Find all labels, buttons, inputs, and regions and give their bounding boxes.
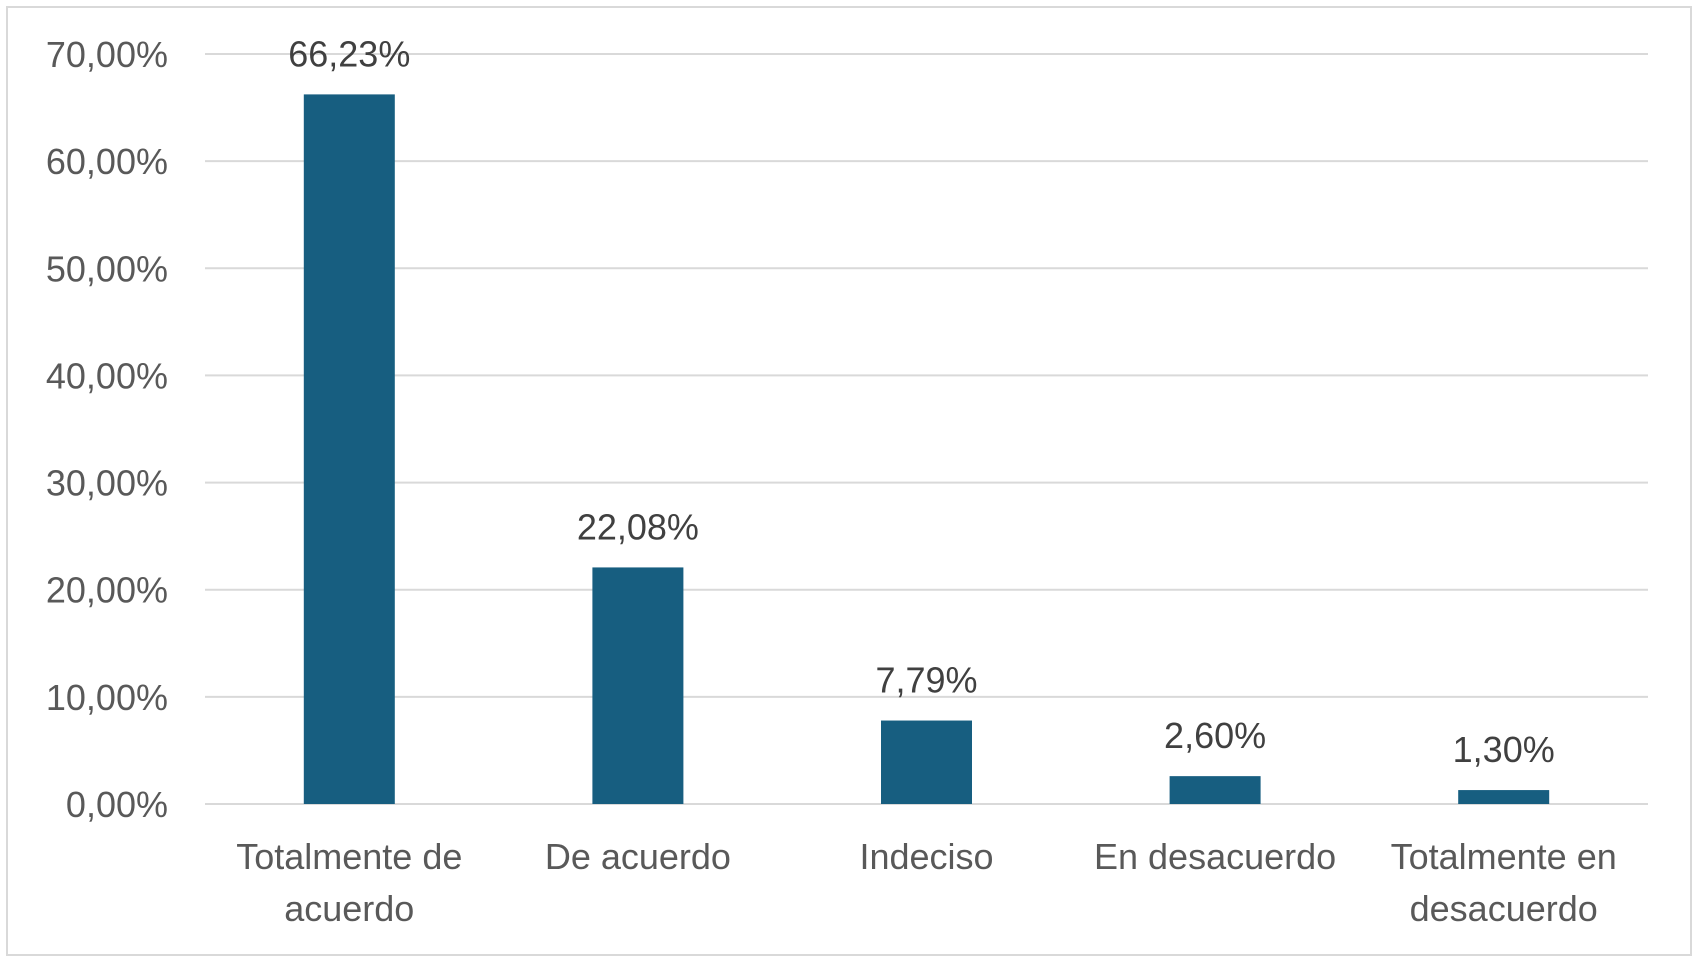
chart-frame bbox=[6, 6, 1692, 956]
x-category-label: Totalmente en bbox=[1391, 836, 1617, 877]
x-category-label: Totalmente de bbox=[236, 836, 462, 877]
y-tick-label: 70,00% bbox=[46, 34, 168, 75]
x-category-label: acuerdo bbox=[284, 888, 414, 929]
data-label: 7,79% bbox=[875, 660, 977, 701]
y-tick-label: 10,00% bbox=[46, 677, 168, 718]
x-category-label: desacuerdo bbox=[1410, 888, 1598, 929]
data-label: 66,23% bbox=[288, 33, 410, 74]
x-category-label: Indeciso bbox=[859, 836, 993, 877]
data-label: 2,60% bbox=[1164, 715, 1266, 756]
y-tick-label: 40,00% bbox=[46, 355, 168, 396]
bar bbox=[881, 720, 972, 804]
data-label: 22,08% bbox=[577, 506, 699, 547]
x-category-label: En desacuerdo bbox=[1094, 836, 1336, 877]
y-tick-label: 50,00% bbox=[46, 248, 168, 289]
data-label: 1,30% bbox=[1453, 729, 1555, 770]
bar bbox=[1169, 776, 1261, 804]
x-category-label: De acuerdo bbox=[545, 836, 731, 877]
y-tick-label: 60,00% bbox=[46, 141, 168, 182]
y-tick-label: 30,00% bbox=[46, 463, 168, 504]
bar bbox=[303, 94, 395, 804]
bar bbox=[1458, 790, 1550, 804]
y-tick-label: 20,00% bbox=[46, 570, 168, 611]
bar bbox=[592, 567, 684, 804]
y-tick-label: 0,00% bbox=[66, 784, 168, 825]
